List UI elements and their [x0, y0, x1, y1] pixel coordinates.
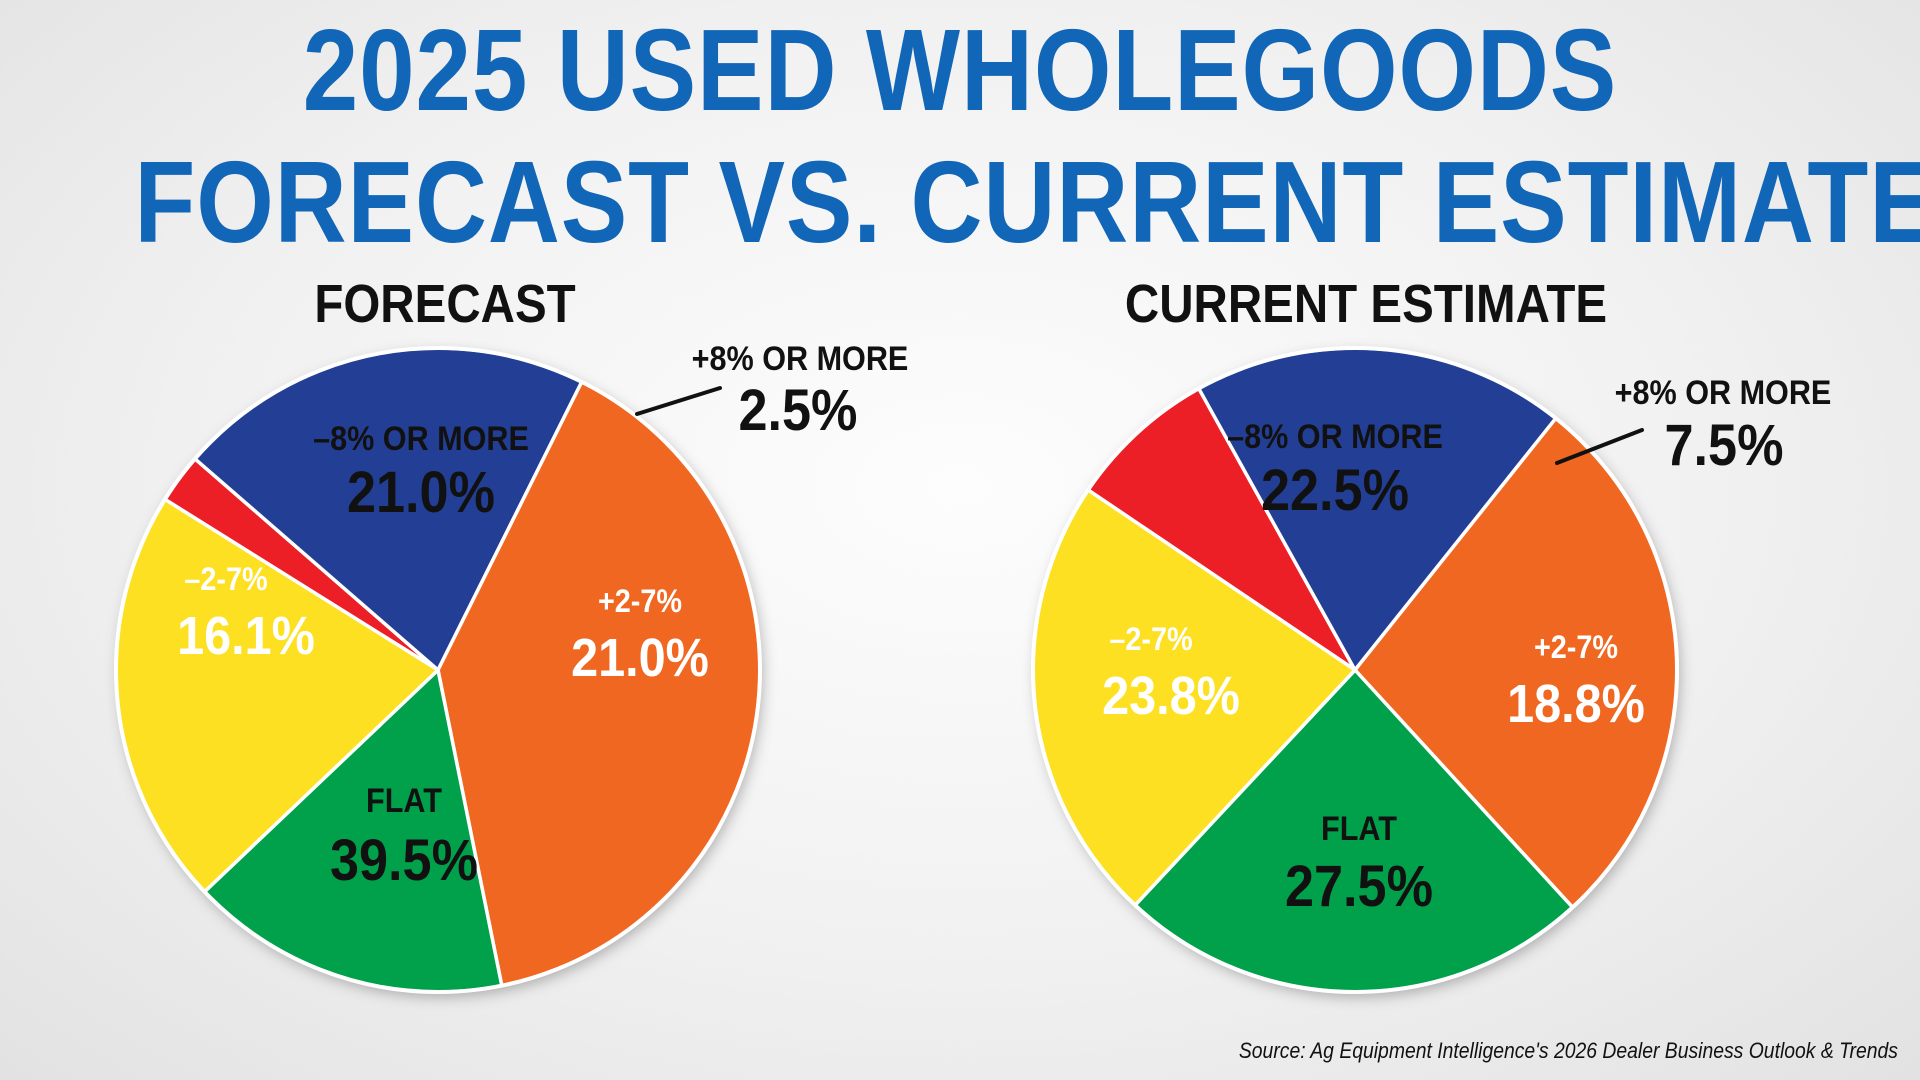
forecast-slice-label: FLAT	[366, 782, 442, 820]
current-estimate-slice-value: 27.5%	[1285, 853, 1433, 918]
current-estimate-heading: CURRENT ESTIMATE	[1125, 273, 1607, 334]
current-estimate-slice-value: 7.5%	[1665, 412, 1784, 477]
title-line-1: 2025 USED WHOLEGOODS	[302, 5, 1618, 135]
forecast-slice-value: 21.0%	[347, 459, 495, 524]
forecast-heading: FORECAST	[314, 273, 575, 334]
forecast-leader-line	[635, 386, 722, 416]
chart-title: 2025 USED WHOLEGOODS FORECAST VS. CURREN…	[0, 0, 1920, 260]
forecast-slice-value: 21.0%	[571, 627, 709, 688]
title-line-2: FORECAST VS. CURRENT ESTIMATE	[134, 137, 1920, 267]
current-estimate-slice-label: –2-7%	[1109, 622, 1192, 658]
forecast-slice-value: 39.5%	[330, 827, 478, 892]
forecast-slice-label: +8% OR MORE	[692, 340, 909, 378]
current-estimate-slice-value: 18.8%	[1507, 673, 1645, 734]
current-estimate-slice-label: –8% OR MORE	[1227, 418, 1443, 456]
current-estimate-pie-rim	[1031, 346, 1679, 994]
forecast-slice-label: –2-7%	[184, 562, 267, 598]
forecast-slice-label: –8% OR MORE	[313, 420, 529, 458]
current-estimate-slice-label: +2-7%	[1534, 630, 1618, 666]
current-estimate-slice-value: 22.5%	[1261, 457, 1409, 522]
forecast-pie-rim	[114, 346, 762, 994]
forecast-slice-value: 2.5%	[739, 377, 858, 442]
source-note: Source: Ag Equipment Intelligence's 2026…	[1238, 1038, 1898, 1063]
forecast-slice-label: +2-7%	[598, 584, 682, 620]
current-estimate-slice-value: 23.8%	[1102, 665, 1240, 726]
current-estimate-leader-line	[1555, 428, 1644, 465]
current-estimate-slice-label: FLAT	[1321, 810, 1397, 848]
current-estimate-slice-label: +8% OR MORE	[1615, 374, 1832, 412]
forecast-slice-value: 16.1%	[177, 605, 315, 666]
